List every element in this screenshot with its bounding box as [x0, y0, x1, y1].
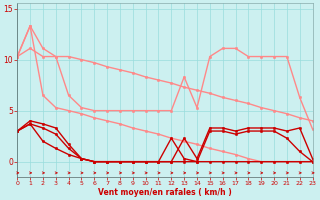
X-axis label: Vent moyen/en rafales ( km/h ): Vent moyen/en rafales ( km/h ): [98, 188, 232, 197]
